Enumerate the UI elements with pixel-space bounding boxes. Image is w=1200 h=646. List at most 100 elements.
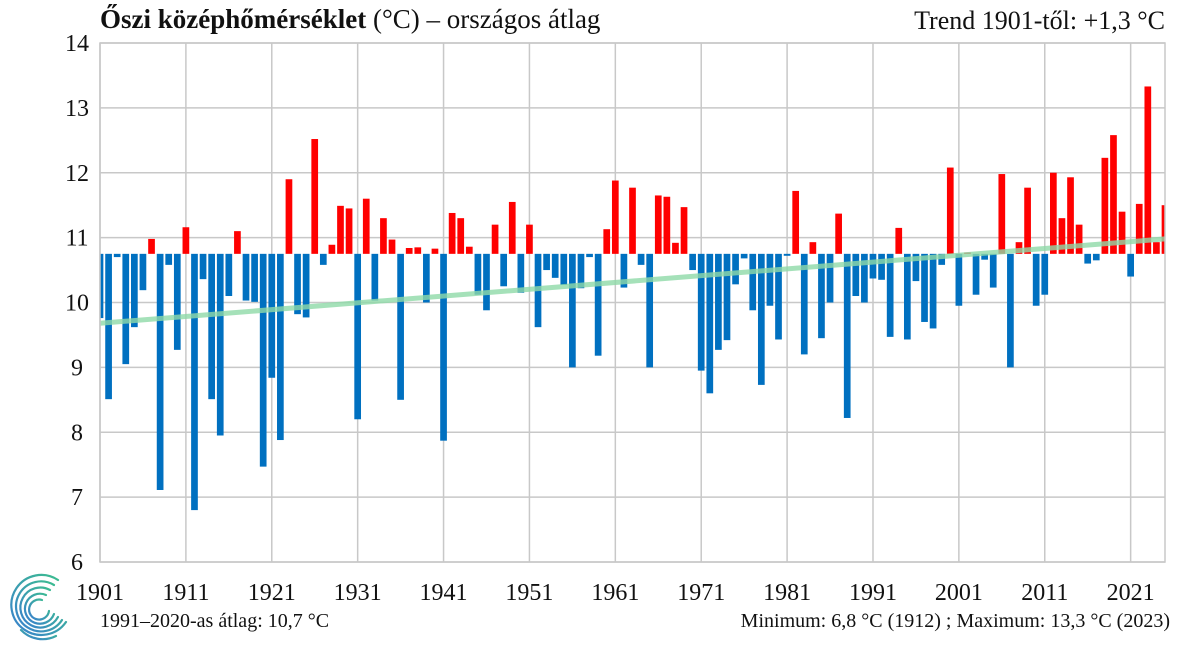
bar-1937 bbox=[405, 248, 413, 254]
bar-1959 bbox=[594, 253, 602, 356]
bar-1923 bbox=[285, 179, 293, 254]
bar-2012 bbox=[1049, 172, 1057, 254]
bar-2014 bbox=[1067, 177, 1074, 254]
bar-1962 bbox=[620, 253, 628, 288]
bar-1967 bbox=[663, 196, 671, 254]
bar-2017 bbox=[1092, 253, 1100, 261]
bar-1980 bbox=[775, 253, 782, 340]
trend-line bbox=[99, 236, 1166, 326]
bar-1904 bbox=[122, 253, 130, 365]
chart-title-rest: (°C) – országos átlag bbox=[366, 4, 601, 34]
bar-1940 bbox=[431, 248, 439, 254]
bar-1974 bbox=[723, 253, 731, 341]
bar-1949 bbox=[508, 201, 516, 254]
bar-1988 bbox=[843, 253, 851, 418]
bar-1908 bbox=[156, 253, 164, 490]
bar-1942 bbox=[448, 212, 456, 254]
bar-1915 bbox=[216, 253, 224, 436]
logo-icon bbox=[10, 573, 68, 641]
bar-2010 bbox=[1032, 253, 1040, 306]
bar-1956 bbox=[569, 253, 576, 368]
bar-1912 bbox=[191, 253, 198, 511]
x-tick-label: 1981 bbox=[763, 580, 811, 606]
bar-1986 bbox=[826, 253, 834, 303]
bar-1971 bbox=[697, 253, 705, 371]
bar-2003 bbox=[972, 253, 980, 295]
bar-1948 bbox=[500, 253, 508, 287]
bar-1975 bbox=[732, 253, 739, 285]
bar-1976 bbox=[740, 253, 748, 259]
bar-1927 bbox=[319, 253, 327, 265]
bar-2024 bbox=[1153, 242, 1160, 254]
trend-annotation: Trend 1901-től: +1,3 °C bbox=[914, 6, 1165, 35]
bar-1922 bbox=[277, 253, 284, 441]
x-tick-label: 1931 bbox=[334, 580, 382, 606]
y-tick-label: 10 bbox=[65, 291, 89, 317]
y-tick-label: 14 bbox=[65, 31, 89, 57]
bar-1951 bbox=[526, 224, 533, 254]
plot-frame bbox=[99, 42, 1166, 563]
bar-1981 bbox=[783, 253, 791, 256]
bar-1998 bbox=[929, 253, 937, 329]
bar-2016 bbox=[1084, 253, 1092, 264]
bar-1947 bbox=[491, 224, 499, 254]
x-tick-label: 2001 bbox=[935, 580, 983, 606]
bar-1991 bbox=[869, 253, 877, 279]
bar-1968 bbox=[672, 242, 679, 254]
bar-1984 bbox=[809, 242, 817, 254]
bar-2009 bbox=[1024, 187, 1031, 254]
x-tick-label: 1961 bbox=[591, 580, 639, 606]
bar-2022 bbox=[1135, 203, 1143, 254]
bar-1930 bbox=[345, 208, 353, 254]
y-tick-label: 11 bbox=[65, 226, 88, 252]
bar-1994 bbox=[895, 227, 903, 254]
bar-1905 bbox=[131, 253, 138, 328]
grid-lines bbox=[99, 42, 1165, 563]
bar-2007 bbox=[1007, 253, 1014, 368]
chart-title: Őszi középhőmérséklet (°C) – országos át… bbox=[100, 4, 600, 35]
bar-1966 bbox=[654, 195, 662, 254]
bar-2001 bbox=[955, 253, 963, 306]
reference-mean-note: 1991–2020-as átlag: 10,7 °C bbox=[100, 610, 330, 632]
bar-1989 bbox=[852, 253, 860, 297]
bar-1926 bbox=[311, 139, 319, 254]
extremes-note: Minimum: 6,8 °C (1912) ; Maximum: 13,3 °… bbox=[740, 610, 1170, 632]
bar-1935 bbox=[388, 239, 396, 254]
bar-1932 bbox=[362, 198, 370, 254]
bar-1954 bbox=[551, 253, 559, 278]
bar-1934 bbox=[380, 218, 387, 254]
bar-1920 bbox=[259, 253, 267, 467]
x-tick-label: 1911 bbox=[162, 580, 209, 606]
bar-1987 bbox=[835, 213, 842, 254]
bar-1913 bbox=[199, 253, 207, 280]
bar-2005 bbox=[989, 253, 997, 288]
bar-1970 bbox=[689, 253, 696, 271]
y-tick-label: 13 bbox=[65, 96, 89, 122]
x-tick-label: 1951 bbox=[505, 580, 553, 606]
bar-1936 bbox=[397, 253, 404, 400]
bar-1929 bbox=[337, 205, 344, 254]
bar-1983 bbox=[800, 253, 808, 355]
bar-1919 bbox=[251, 253, 258, 302]
bar-1903 bbox=[113, 253, 121, 258]
bar-1914 bbox=[208, 253, 216, 400]
x-tick-label: 1971 bbox=[677, 580, 725, 606]
bar-2020 bbox=[1118, 211, 1126, 254]
bar-1982 bbox=[792, 190, 800, 254]
bar-1997 bbox=[921, 253, 928, 322]
bar-1961 bbox=[611, 180, 619, 254]
bars bbox=[100, 86, 1165, 511]
bar-1921 bbox=[268, 253, 276, 378]
y-tick-labels: 6 7 8 9 10 11 12 13 14 bbox=[65, 31, 89, 576]
y-tick-label: 6 bbox=[71, 550, 83, 576]
bar-2013 bbox=[1058, 218, 1066, 254]
bar-1945 bbox=[474, 253, 482, 295]
bar-1946 bbox=[483, 253, 490, 311]
bar-1931 bbox=[354, 253, 362, 420]
bar-1917 bbox=[234, 231, 241, 254]
bar-1902 bbox=[105, 253, 112, 400]
bar-1973 bbox=[715, 253, 722, 350]
chart-title-bold: Őszi középhőmérséklet bbox=[100, 4, 367, 34]
bar-2000 bbox=[946, 167, 954, 254]
bar-1957 bbox=[577, 253, 585, 289]
